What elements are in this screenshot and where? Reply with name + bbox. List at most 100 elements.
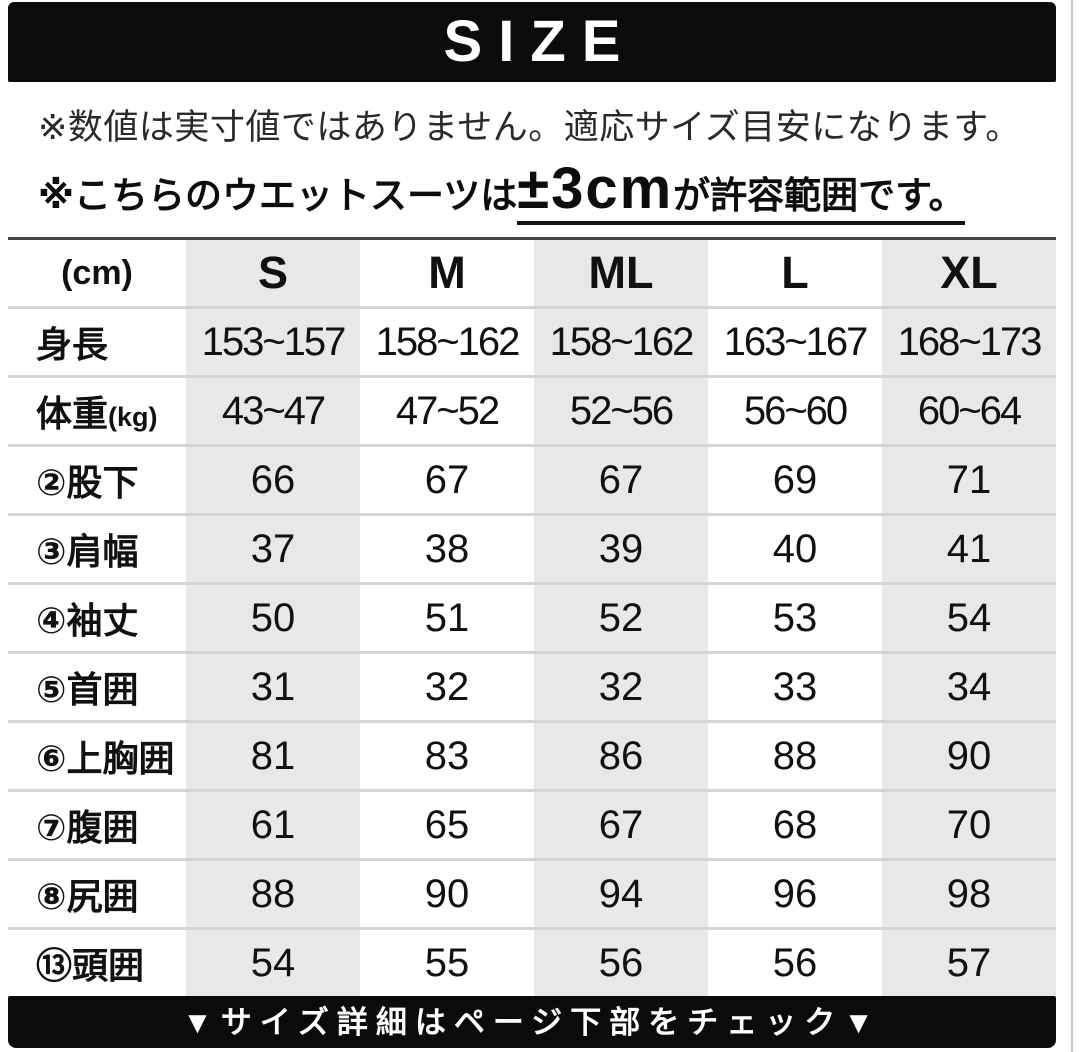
- size-table-header-row: (cm) S M ML L XL: [8, 238, 1056, 310]
- value-cell: 56: [534, 928, 708, 997]
- row-label-text: 身長: [36, 324, 109, 366]
- row-label: ②股下: [8, 445, 186, 517]
- row-label: ③肩幅: [8, 514, 186, 586]
- table-row: 体重(kg) 43~47 47~52 52~56 56~60 60~64: [8, 376, 1056, 448]
- value-cell: 41: [882, 514, 1056, 586]
- value-cell: 60~64: [882, 376, 1056, 448]
- value-cell: 47~52: [360, 376, 534, 448]
- table-row: ⑧尻囲 88 90 94 96 98: [8, 859, 1056, 931]
- row-label: ⑬頭囲: [8, 929, 186, 997]
- size-header-title: SIZE: [443, 9, 637, 74]
- row-label: ⑦腹囲: [8, 790, 186, 862]
- value-cell: 158~162: [534, 307, 708, 379]
- table-row: 身長 153~157 158~162 158~162 163~167 168~173: [8, 307, 1056, 379]
- size-table: (cm) S M ML L XL 身長 153~157 158~162 158~162 163~1…: [8, 237, 1056, 997]
- value-cell: 69: [708, 445, 882, 517]
- value-cell: 158~162: [360, 307, 534, 379]
- value-cell: 90: [882, 721, 1056, 793]
- footer-banner: ▼サイズ詳細はページ下部をチェック▼: [8, 996, 1056, 1049]
- row-label-text: 体重: [36, 393, 109, 435]
- value-cell: 88: [708, 721, 882, 793]
- value-cell: 88: [186, 859, 360, 931]
- size-chart-content: SIZE ※数値は実寸値ではありません。適応サイズ目安になります。 ※こちらのウ…: [8, 2, 1056, 1049]
- value-cell: 56: [772, 940, 818, 985]
- column-header-s: S: [186, 238, 360, 310]
- row-label-text: ⑥上胸囲: [36, 738, 175, 780]
- value-cell: 51: [360, 583, 534, 655]
- table-row: ⑬頭囲 54 55 56 56 57: [8, 928, 1056, 997]
- row-label-text: ⑧尻囲: [36, 876, 139, 918]
- value-cell: 67: [534, 445, 708, 517]
- value-cell: 32: [534, 652, 708, 724]
- value-cell: 54: [882, 583, 1056, 655]
- value-cell: 86: [534, 721, 708, 793]
- value-cell: 61: [186, 790, 360, 862]
- value-cell: 34: [882, 652, 1056, 724]
- value-cell: 43~47: [186, 376, 360, 448]
- value-cell: 65: [360, 790, 534, 862]
- value-cell: 168~173: [882, 307, 1056, 379]
- value-cell: 33: [708, 652, 882, 724]
- row-label-text: ③肩幅: [36, 531, 139, 573]
- value-cell: 71: [882, 445, 1056, 517]
- value-cell: 31: [186, 652, 360, 724]
- table-row: ⑦腹囲 61 65 67 68 70: [8, 790, 1056, 862]
- value-cell: 56~60: [708, 376, 882, 448]
- disclaimer-note-2: ※こちらのウエットスーツは±3cmが許容範囲です。: [38, 160, 1046, 226]
- column-header-l: L: [708, 238, 882, 310]
- size-header-banner: SIZE: [8, 2, 1056, 82]
- size-table-body: 身長 153~157 158~162 158~162 163~167 168~173 体重(…: [8, 307, 1056, 997]
- unit-header-cell: (cm): [8, 238, 186, 310]
- page-edge-line: [1071, 0, 1073, 1052]
- value-cell: 83: [360, 721, 534, 793]
- row-label-text: ④袖丈: [36, 600, 139, 642]
- value-cell: 40: [708, 514, 882, 586]
- table-row: ③肩幅 37 38 39 40 41: [8, 514, 1056, 586]
- column-header-xl: XL: [882, 238, 1056, 310]
- value-cell: 50: [186, 583, 360, 655]
- row-label: ⑧尻囲: [8, 859, 186, 931]
- tolerance-value: ±3cm: [517, 156, 674, 222]
- value-cell: 96: [708, 859, 882, 931]
- value-cell: 70: [882, 790, 1056, 862]
- value-cell: 153~157: [186, 307, 360, 379]
- value-cell: 57: [882, 928, 1056, 997]
- value-cell: 67: [360, 445, 534, 517]
- table-row: ⑤首囲 31 32 32 33 34: [8, 652, 1056, 724]
- footer-banner-text: ▼サイズ詳細はページ下部をチェック▼: [182, 1004, 882, 1040]
- table-row: ②股下 66 67 67 69 71: [8, 445, 1056, 517]
- row-label-text: ⑬頭囲: [36, 945, 145, 987]
- value-cell: 67: [534, 790, 708, 862]
- row-label-unit: (kg): [108, 402, 158, 433]
- disclaimer-note-2-prefix: ※こちらのウエットスーツは: [38, 175, 518, 217]
- value-cell: 163~167: [708, 307, 882, 379]
- row-label: 身長: [8, 307, 186, 379]
- disclaimer-note-2-underlined: ±3cmが許容範囲です。: [517, 160, 966, 226]
- value-cell: 54: [186, 928, 360, 997]
- column-header-m: M: [360, 238, 534, 310]
- row-label-text: ⑤首囲: [36, 669, 139, 711]
- value-cell: 90: [360, 859, 534, 931]
- value-cell: 38: [360, 514, 534, 586]
- value-cell: 66: [186, 445, 360, 517]
- column-header-ml: ML: [534, 238, 708, 310]
- disclaimer-notes: ※数値は実寸値ではありません。適応サイズ目安になります。 ※こちらのウエットスー…: [8, 82, 1056, 226]
- row-label: ⑤首囲: [8, 652, 186, 724]
- row-label: ④袖丈: [8, 583, 186, 655]
- row-label: ⑥上胸囲: [8, 721, 186, 793]
- row-label-text: ②股下: [36, 462, 139, 504]
- value-cell: 55: [424, 940, 470, 985]
- value-cell: 81: [186, 721, 360, 793]
- value-cell: 32: [360, 652, 534, 724]
- value-cell: 52: [534, 583, 708, 655]
- disclaimer-note-2-suffix: が許容範囲です。: [673, 175, 966, 217]
- table-row: ⑥上胸囲 81 83 86 88 90: [8, 721, 1056, 793]
- value-cell: 94: [534, 859, 708, 931]
- value-cell: 53: [708, 583, 882, 655]
- row-label: 体重(kg): [8, 376, 186, 448]
- value-cell: 39: [534, 514, 708, 586]
- value-cell: 98: [882, 859, 1056, 931]
- value-cell: 37: [186, 514, 360, 586]
- value-cell: 68: [708, 790, 882, 862]
